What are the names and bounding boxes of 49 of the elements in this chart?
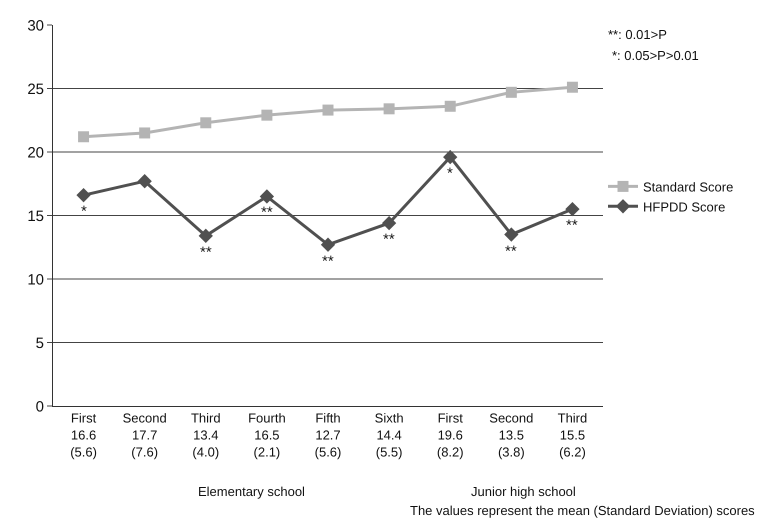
point [260, 189, 274, 204]
y-tick-label: 30 [27, 17, 44, 34]
text: Elementary school [198, 484, 306, 499]
annotation: * [447, 165, 453, 182]
point [78, 131, 90, 142]
y-tick-label: 15 [27, 208, 44, 225]
point [322, 104, 334, 116]
x-tick-label: Third 13.4 (4.0) [190, 410, 221, 460]
point [566, 82, 578, 93]
y-tick-label: 20 [27, 144, 44, 162]
point [565, 202, 580, 216]
x-tick-label: Fifth 12.7 (5.6) [314, 410, 342, 460]
x-tick-label: First 16.6 (5.6) [70, 410, 97, 460]
legend-label: HFPDD Score [643, 199, 726, 214]
annotation: ** [322, 253, 334, 270]
text: *: 0.05>P>0.01 [612, 48, 699, 63]
y-tick-label: 25 [27, 80, 44, 98]
y-tick-label: 0 [36, 398, 44, 416]
y-tick-label: 10 [27, 271, 44, 288]
annotation: ** [566, 217, 578, 234]
x-tick-label: First 19.6 (8.2) [436, 410, 464, 460]
point [504, 227, 518, 242]
point [200, 117, 212, 128]
point [384, 103, 395, 114]
text: The values represent the mean (Standard Deviation) scores [410, 503, 756, 518]
point [443, 150, 458, 164]
point [138, 174, 152, 188]
point [261, 110, 272, 121]
x-tick-label: Third 15.5 (6.2) [558, 410, 588, 460]
annotation: * [81, 203, 87, 220]
legend-label: Standard Score [643, 179, 734, 194]
annotation: ** [505, 243, 517, 260]
text: **: 0.01>P [608, 27, 667, 42]
text: Junior high school [471, 484, 576, 499]
point [444, 100, 456, 112]
x-tick-label: Sixth 14.4 (5.5) [374, 410, 404, 460]
annotation: ** [200, 244, 212, 261]
x-tick-label: Second 17.7 (7.6) [122, 410, 167, 460]
point [320, 238, 336, 252]
x-tick-label: Fourth 16.5 (2.1) [248, 410, 286, 460]
y-tick-label: 5 [36, 334, 44, 352]
annotation: ** [261, 204, 273, 221]
point [198, 228, 213, 243]
point [506, 86, 517, 98]
point [139, 127, 150, 138]
annotation: ** [383, 231, 395, 248]
x-tick-label: Second 13.5 (3.8) [489, 410, 534, 460]
point [76, 188, 91, 202]
point [382, 216, 396, 230]
